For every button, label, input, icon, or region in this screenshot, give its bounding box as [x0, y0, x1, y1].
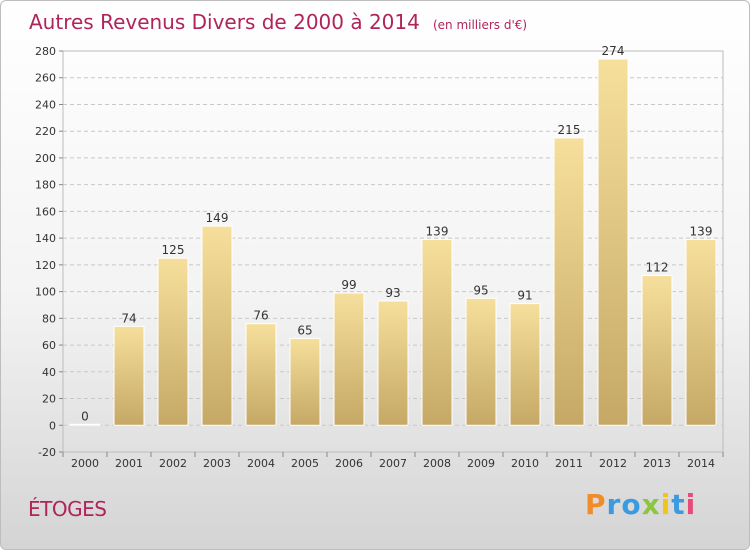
plot-area-border [62, 50, 724, 453]
x-tick-label-2004: 2004 [247, 457, 275, 470]
bar-2005 [289, 337, 321, 426]
y-tick-label: 120 [35, 259, 56, 272]
logo-letter: P [585, 488, 607, 521]
bar-2014 [685, 238, 717, 426]
x-tick-label-2009: 2009 [467, 457, 495, 470]
bar-2007 [377, 300, 409, 426]
x-tick-label-2002: 2002 [159, 457, 187, 470]
logo-letter: r [606, 488, 622, 521]
bar-2003 [201, 225, 233, 426]
chart-subtitle: (en milliers d'€) [432, 18, 528, 32]
value-label-2001: 74 [121, 311, 136, 325]
bar-2009 [465, 297, 497, 426]
logo-letter: o [621, 488, 642, 521]
bar-2008 [421, 238, 453, 426]
x-tick-label-2010: 2010 [511, 457, 539, 470]
bar-2010 [509, 303, 541, 426]
bar-2006 [333, 292, 365, 426]
proxiti-logo: Proxiti [585, 488, 696, 521]
y-tick-label: 240 [35, 98, 56, 111]
y-tick-label: -20 [38, 446, 56, 459]
bar-2002 [157, 257, 189, 426]
bar-2001 [113, 325, 145, 426]
y-tick-label: 20 [42, 393, 56, 406]
value-label-2004: 76 [253, 309, 268, 323]
y-tick-label: 220 [35, 125, 56, 138]
value-label-2008: 139 [426, 224, 449, 238]
bar-2012 [597, 58, 629, 426]
value-label-2007: 93 [385, 286, 400, 300]
x-tick-label-2012: 2012 [599, 457, 627, 470]
value-label-2009: 95 [473, 283, 488, 297]
x-tick-label-2000: 2000 [71, 457, 99, 470]
y-tick-label: 280 [35, 45, 56, 58]
x-tick-label-2005: 2005 [291, 457, 319, 470]
y-tick-label: 80 [42, 312, 56, 325]
x-tick-label-2014: 2014 [687, 457, 715, 470]
value-label-2010: 91 [517, 289, 532, 303]
logo-letter: i [660, 488, 672, 521]
value-label-2002: 125 [162, 243, 185, 257]
logo-letter: i [685, 488, 697, 521]
x-tick-label-2007: 2007 [379, 457, 407, 470]
value-label-2006: 99 [341, 278, 356, 292]
x-tick-label-2013: 2013 [643, 457, 671, 470]
x-tick-label-2008: 2008 [423, 457, 451, 470]
y-tick-label: 140 [35, 232, 56, 245]
place-name: ÉTOGES [28, 497, 107, 521]
bar-2011 [553, 137, 585, 426]
x-tick-label-2006: 2006 [335, 457, 363, 470]
x-tick-label-2001: 2001 [115, 457, 143, 470]
logo-letter: x [641, 488, 661, 521]
y-tick-label: 260 [35, 72, 56, 85]
value-label-2014: 139 [690, 224, 713, 238]
value-label-2000: 0 [81, 409, 89, 423]
bar-2004 [245, 323, 277, 426]
y-tick-label: 180 [35, 179, 56, 192]
x-tick-label-2011: 2011 [555, 457, 583, 470]
y-tick-label: 0 [49, 419, 56, 432]
value-label-2011: 215 [558, 123, 581, 137]
bar-2000 [69, 423, 101, 426]
value-label-2012: 274 [602, 44, 625, 58]
logo-letter: t [671, 488, 686, 521]
y-tick-label: 60 [42, 339, 56, 352]
value-label-2003: 149 [206, 211, 229, 225]
x-tick-label-2003: 2003 [203, 457, 231, 470]
y-tick-label: 100 [35, 286, 56, 299]
bar-2013 [641, 275, 673, 426]
value-label-2013: 112 [646, 261, 669, 275]
chart-title: Autres Revenus Divers de 2000 à 2014 [29, 10, 420, 34]
y-tick-label: 40 [42, 366, 56, 379]
title-block: Autres Revenus Divers de 2000 à 2014 (en… [29, 10, 527, 34]
value-label-2005: 65 [297, 323, 312, 337]
y-tick-label: 200 [35, 152, 56, 165]
y-tick-label: 160 [35, 205, 56, 218]
